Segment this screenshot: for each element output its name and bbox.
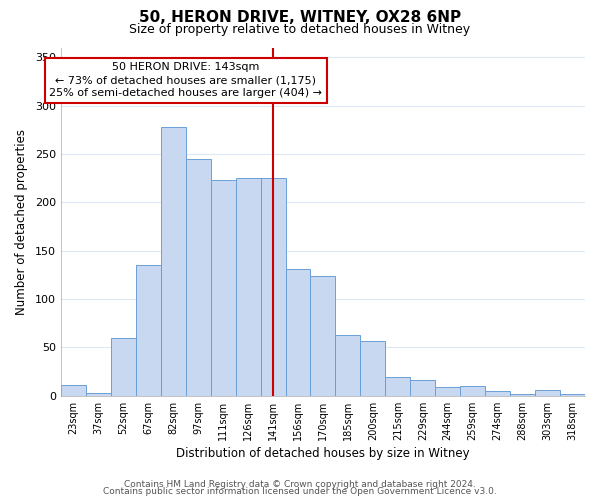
Bar xyxy=(186,159,211,396)
Bar xyxy=(535,390,560,396)
Bar xyxy=(236,178,260,396)
Bar xyxy=(111,338,136,396)
Bar xyxy=(335,335,361,396)
Bar xyxy=(361,340,385,396)
Bar xyxy=(385,378,410,396)
Text: Contains public sector information licensed under the Open Government Licence v3: Contains public sector information licen… xyxy=(103,487,497,496)
Text: Size of property relative to detached houses in Witney: Size of property relative to detached ho… xyxy=(130,22,470,36)
Bar xyxy=(560,394,585,396)
Bar xyxy=(510,394,535,396)
Bar xyxy=(86,393,111,396)
X-axis label: Distribution of detached houses by size in Witney: Distribution of detached houses by size … xyxy=(176,447,470,460)
Y-axis label: Number of detached properties: Number of detached properties xyxy=(15,128,28,314)
Bar xyxy=(435,387,460,396)
Text: Contains HM Land Registry data © Crown copyright and database right 2024.: Contains HM Land Registry data © Crown c… xyxy=(124,480,476,489)
Bar xyxy=(211,180,236,396)
Bar xyxy=(460,386,485,396)
Bar xyxy=(410,380,435,396)
Bar xyxy=(485,391,510,396)
Bar xyxy=(286,269,310,396)
Bar xyxy=(61,385,86,396)
Bar xyxy=(161,127,186,396)
Text: 50 HERON DRIVE: 143sqm
← 73% of detached houses are smaller (1,175)
25% of semi-: 50 HERON DRIVE: 143sqm ← 73% of detached… xyxy=(49,62,322,98)
Bar xyxy=(310,276,335,396)
Text: 50, HERON DRIVE, WITNEY, OX28 6NP: 50, HERON DRIVE, WITNEY, OX28 6NP xyxy=(139,10,461,25)
Bar xyxy=(136,265,161,396)
Bar xyxy=(260,178,286,396)
